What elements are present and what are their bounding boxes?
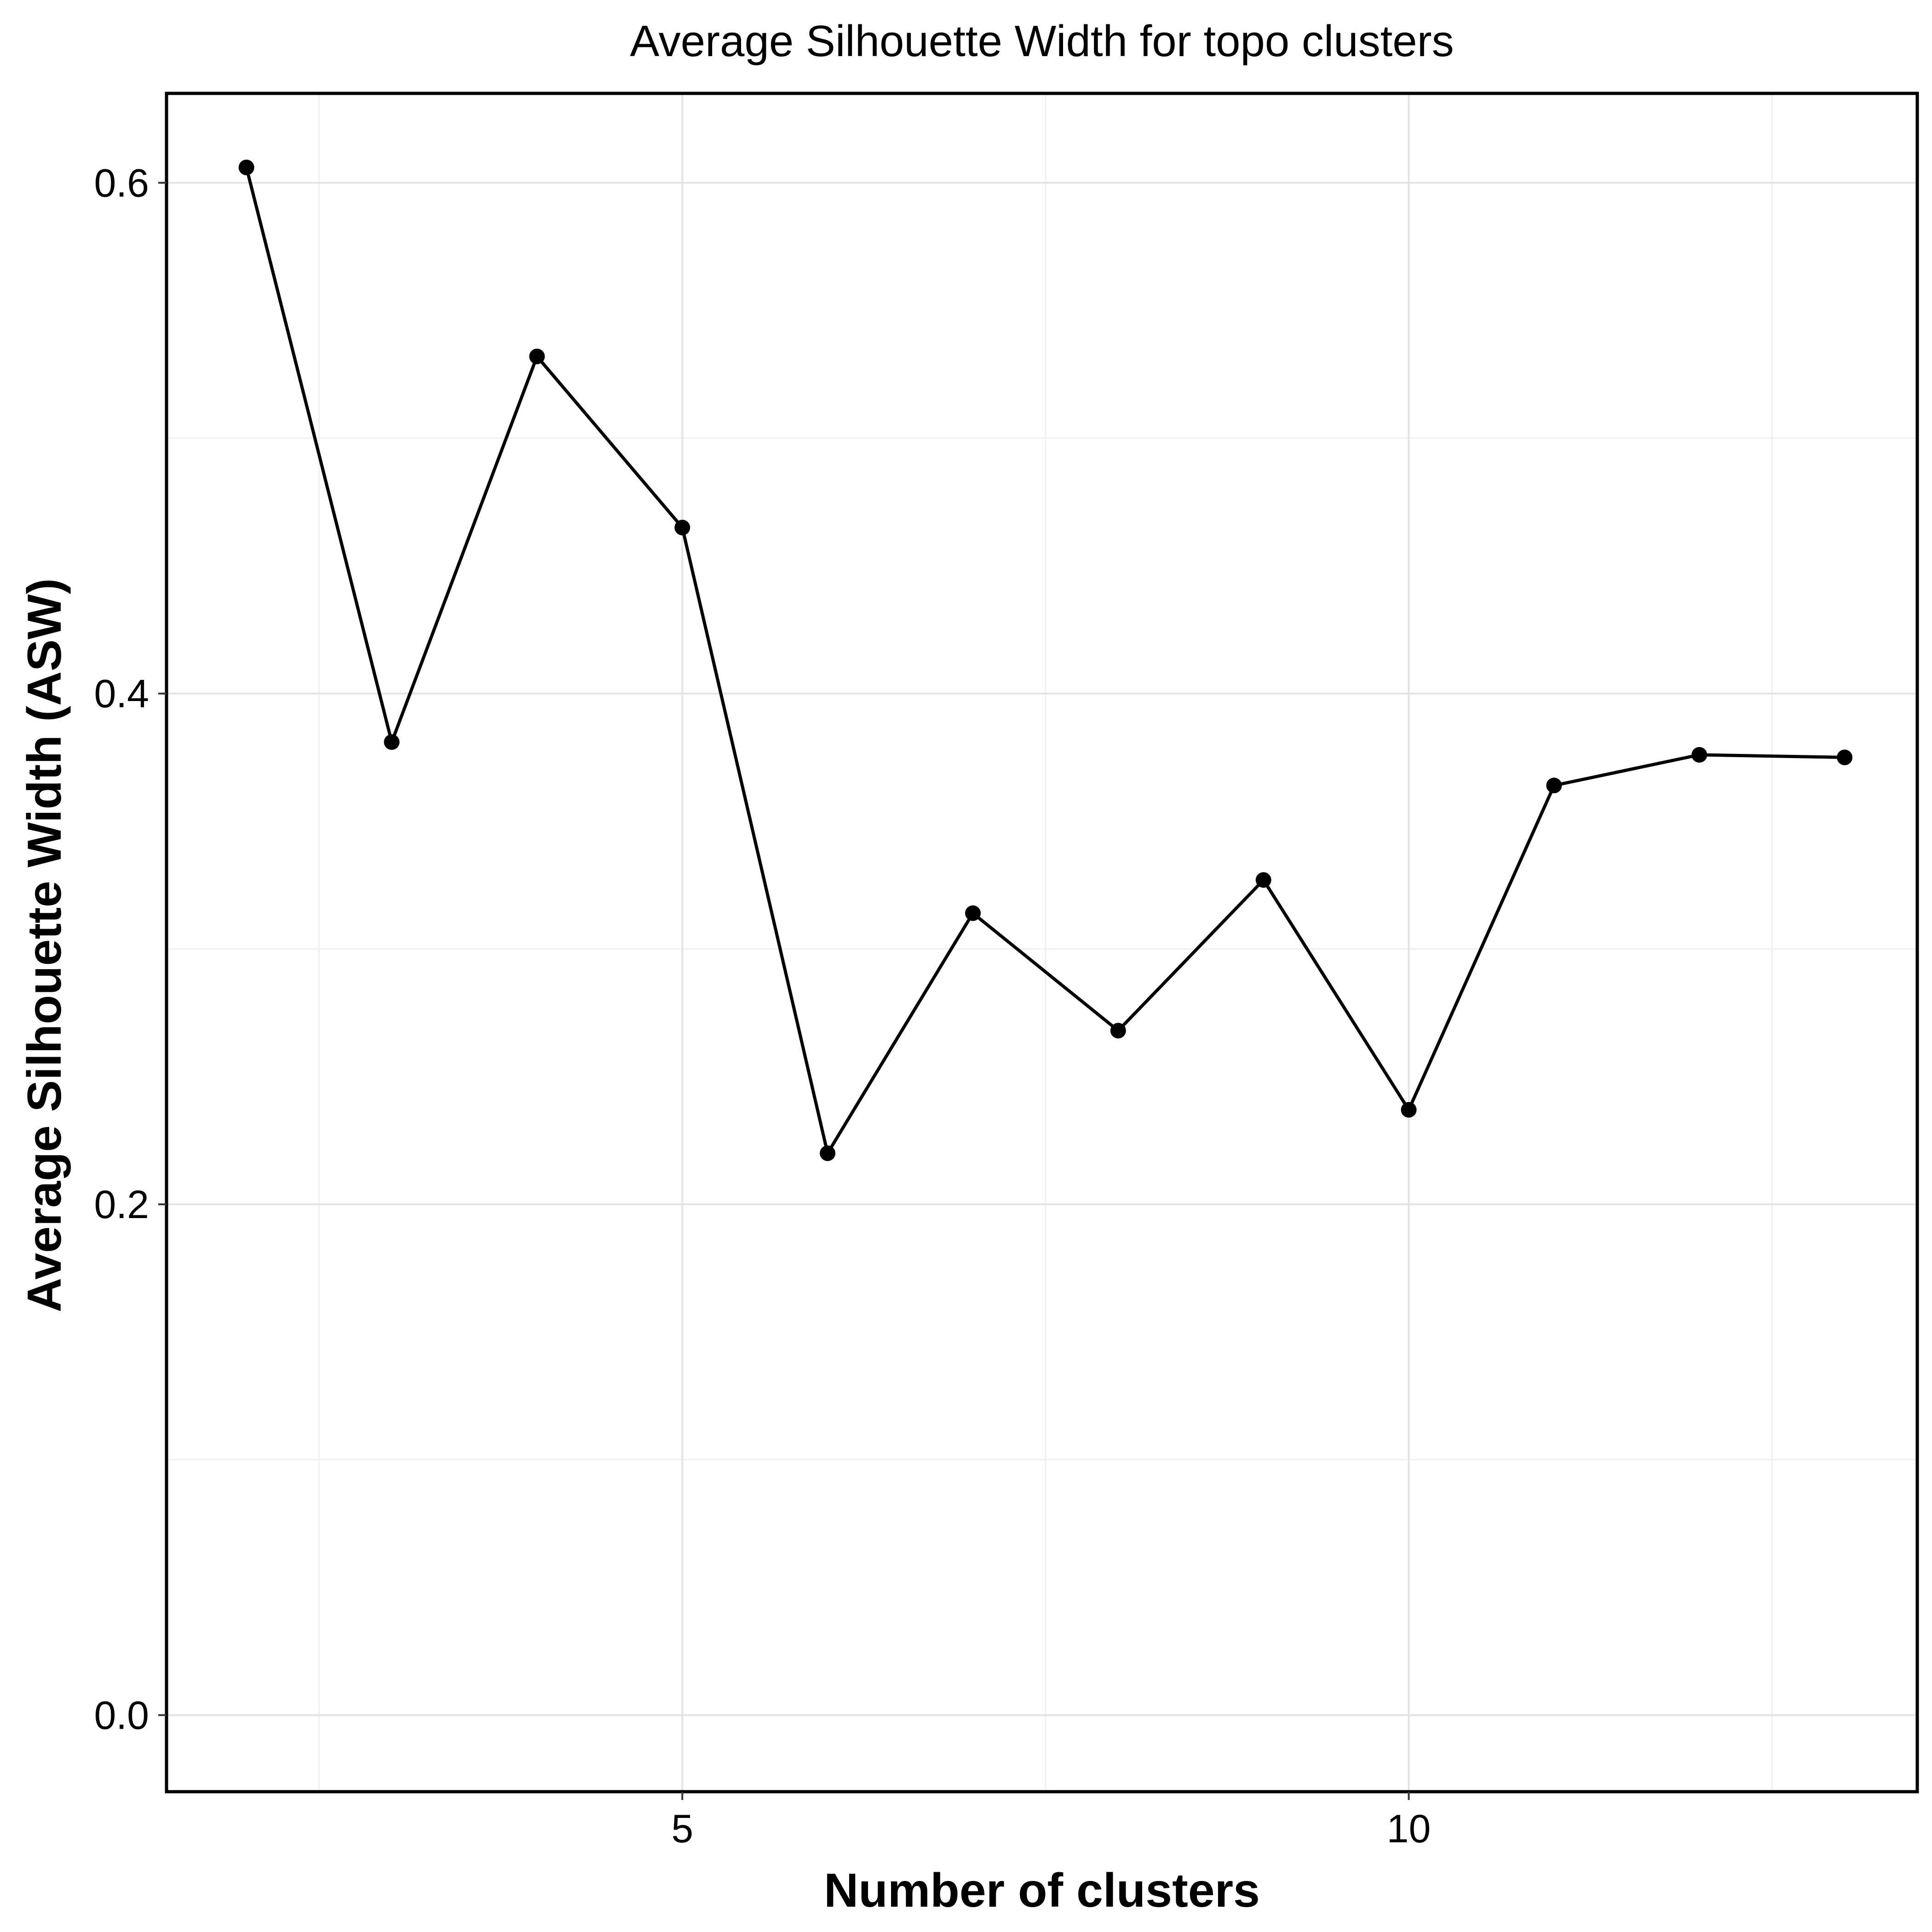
chart-title: Average Silhouette Width for topo cluste… <box>630 17 1454 66</box>
y-axis-ticks: 0.0 0.2 0.4 0.6 <box>94 161 167 1737</box>
y-tick-label: 0.4 <box>94 672 149 716</box>
x-axis-title: Number of clusters <box>824 1864 1260 1917</box>
data-point <box>1837 749 1853 765</box>
y-tick-label: 0.0 <box>94 1693 149 1737</box>
data-points <box>238 160 1853 1162</box>
x-tick-label: 5 <box>671 1807 693 1851</box>
data-point <box>674 519 690 535</box>
data-point <box>820 1145 836 1162</box>
major-gridlines <box>167 93 1917 1792</box>
data-point <box>965 905 981 921</box>
x-tick-label: 10 <box>1387 1807 1431 1851</box>
y-tick-label: 0.6 <box>94 161 149 205</box>
data-point <box>1691 747 1708 763</box>
data-point <box>1255 872 1271 888</box>
data-point <box>1110 1023 1126 1039</box>
x-axis-ticks: 5 10 <box>671 1792 1431 1851</box>
data-point <box>238 160 254 176</box>
y-axis-title: Average Silhouette Width (ASW) <box>18 578 71 1312</box>
data-point <box>1546 777 1562 794</box>
series-line <box>245 167 1845 1155</box>
minor-gridlines <box>167 93 1917 1792</box>
data-point <box>384 734 400 750</box>
y-tick-label: 0.2 <box>94 1183 149 1227</box>
plot-panel-border <box>165 92 1919 1794</box>
data-point <box>1401 1102 1417 1118</box>
data-point <box>529 348 545 364</box>
